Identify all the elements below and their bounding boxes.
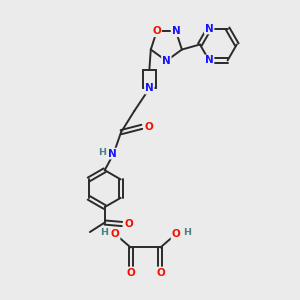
Text: N: N	[162, 56, 171, 66]
Text: O: O	[156, 268, 165, 278]
Text: N: N	[205, 23, 214, 34]
Text: N: N	[108, 148, 116, 159]
Text: H: H	[183, 228, 191, 237]
Text: H: H	[98, 148, 106, 157]
Text: H: H	[100, 228, 108, 237]
Text: O: O	[172, 229, 180, 239]
Text: O: O	[124, 219, 133, 229]
Text: N: N	[172, 26, 180, 36]
Text: O: O	[144, 122, 153, 132]
Text: N: N	[145, 83, 154, 94]
Text: O: O	[152, 26, 161, 36]
Text: O: O	[126, 268, 135, 278]
Text: N: N	[205, 56, 214, 65]
Text: O: O	[111, 229, 120, 239]
